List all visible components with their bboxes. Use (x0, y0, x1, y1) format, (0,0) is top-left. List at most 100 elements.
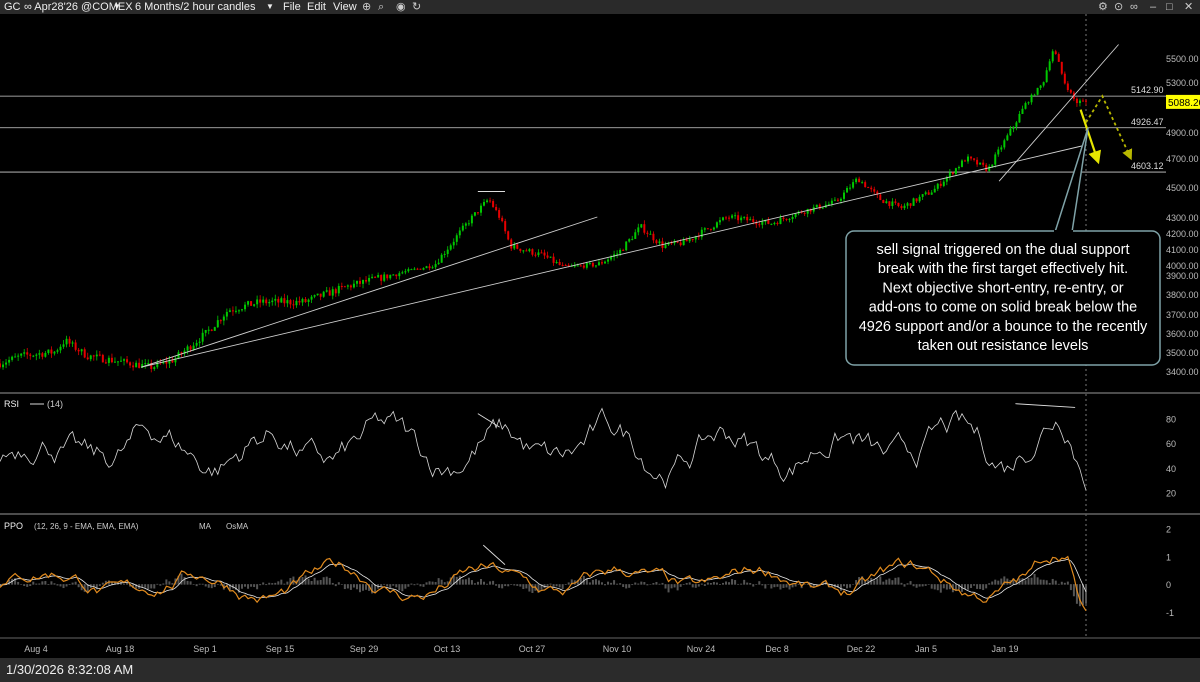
rsi-params: (14) (47, 399, 63, 409)
crosshair-icon[interactable]: ⊕ (362, 1, 372, 13)
osma-bar (622, 584, 625, 588)
ppo-tick-label: 2 (1166, 524, 1171, 534)
osma-bar (446, 581, 449, 585)
ppo-signal-line (0, 558, 1087, 599)
osma-bar (135, 584, 138, 589)
contract[interactable]: ∞ Apr28'26 @COMEX (24, 1, 133, 13)
candle-body (201, 332, 204, 342)
close-icon[interactable]: ✕ (1184, 1, 1194, 13)
candle-body (192, 345, 195, 350)
timeframe-dropdown-icon[interactable]: ▼ (266, 2, 274, 11)
osma-bar (894, 577, 897, 585)
candle-body (374, 276, 377, 278)
osma-bar (652, 583, 655, 585)
osma-bar (870, 577, 873, 585)
candle-body (988, 166, 991, 171)
candle-body (676, 240, 679, 243)
osma-bar (1027, 578, 1030, 585)
candle-body (53, 351, 56, 354)
osma-bar (597, 580, 600, 585)
candle-body (362, 280, 365, 284)
symbol[interactable]: GC (4, 1, 21, 13)
candle-body (967, 156, 970, 162)
candle-body (846, 187, 849, 193)
candle-body (833, 199, 836, 201)
osma-bar (903, 584, 906, 587)
menu-view[interactable]: View (333, 1, 357, 13)
candle-body (343, 286, 346, 288)
osma-bar (773, 584, 776, 588)
osma-bar (558, 584, 561, 588)
osma-bar (123, 583, 126, 585)
candle-body (1075, 98, 1078, 104)
candle-body (997, 149, 1000, 155)
osma-bar (1057, 583, 1060, 585)
candle-body (8, 359, 11, 363)
candle-body (1015, 122, 1018, 127)
candle-body (712, 227, 715, 230)
candle-body (386, 274, 389, 279)
trendline (141, 216, 598, 368)
candle-body (528, 249, 531, 252)
candle-body (83, 349, 86, 358)
contract-dropdown-icon[interactable]: ▼ (113, 2, 121, 11)
candle-body (262, 299, 265, 303)
chart-canvas[interactable]: 5500.00 5300.00 4900.00 4700.00 4500.00 4300.… (0, 14, 1200, 658)
candle-body (398, 273, 401, 277)
candle-body (26, 352, 29, 355)
osma-bar (839, 584, 842, 591)
timeframe[interactable]: 6 Months/2 hour candles (135, 1, 256, 13)
osma-bar (289, 578, 292, 585)
candle-body (247, 301, 250, 305)
osma-bar (407, 584, 410, 587)
candle-body (567, 265, 570, 267)
link-icon[interactable]: ∞ (1130, 1, 1138, 13)
osma-bar (873, 580, 876, 585)
candle-body (489, 200, 492, 202)
osma-bar (401, 584, 404, 592)
maximize-icon[interactable]: □ (1166, 1, 1173, 13)
osma-bar (334, 584, 337, 587)
osma-bar (392, 584, 395, 586)
candle-body (443, 253, 446, 255)
settings-icon[interactable]: ⚙ (1098, 1, 1108, 13)
osma-bar (576, 579, 579, 585)
osma-bar (495, 584, 498, 586)
candle-body (416, 268, 419, 270)
indicator-icon[interactable]: ◉ (396, 1, 406, 13)
osma-bar (994, 579, 997, 585)
osma-bar (930, 584, 933, 589)
candle-body (135, 362, 138, 368)
zoom-icon[interactable]: ⌕ (378, 1, 385, 13)
osma-bar (389, 584, 392, 589)
osma-bar (346, 584, 349, 589)
osma-bar (201, 583, 204, 585)
menu-edit[interactable]: Edit (307, 1, 326, 13)
osma-bar (682, 584, 685, 585)
refresh-icon[interactable]: ↻ (412, 1, 422, 13)
osma-bar (0, 584, 1, 588)
menu-file[interactable]: File (283, 1, 301, 13)
candle-body (89, 355, 92, 360)
candle-body (839, 198, 842, 201)
osma-bar (755, 584, 758, 585)
candle-body (476, 212, 479, 214)
osma-bar (525, 584, 528, 589)
osma-bar (147, 584, 150, 590)
candle-body (322, 291, 325, 297)
candle-body (219, 320, 222, 322)
minimize-icon[interactable]: – (1150, 1, 1157, 13)
osma-bar (1069, 584, 1072, 591)
osma-bar (365, 584, 368, 590)
osma-bar (56, 584, 59, 586)
osma-bar (504, 584, 507, 587)
sync-icon[interactable]: ⊙ (1114, 1, 1124, 13)
osma-bar (77, 584, 80, 588)
osma-bar (470, 580, 473, 585)
candle-body (782, 217, 785, 219)
candle-body (86, 357, 89, 360)
candle-body (591, 262, 594, 267)
candle-body (319, 293, 322, 297)
candle-body (292, 304, 295, 306)
candle-body (425, 266, 428, 269)
